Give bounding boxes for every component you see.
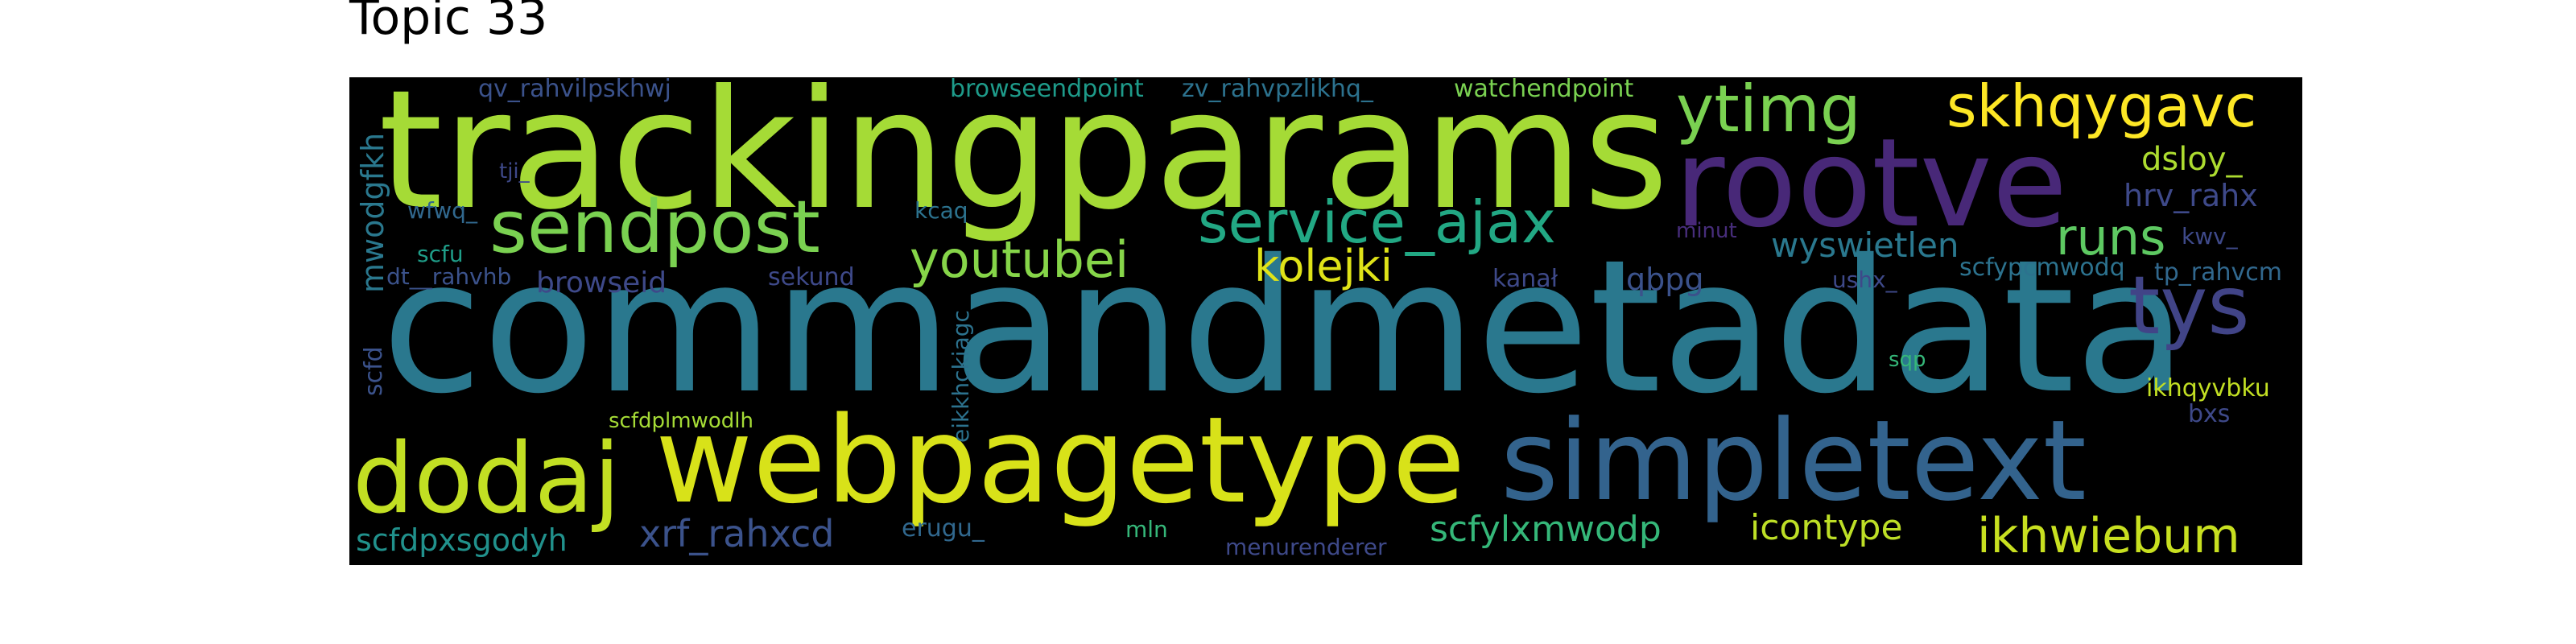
word: trackingparams xyxy=(378,77,1670,246)
word: kwv_ xyxy=(2182,223,2238,250)
word: scfypcmwodq xyxy=(1959,254,2125,282)
word: ikhwiebum xyxy=(1977,508,2240,564)
word: icontype xyxy=(1750,507,1903,548)
word: rootve xyxy=(1674,112,2068,254)
word: runs xyxy=(2056,208,2166,266)
word: webpagetype xyxy=(655,391,1466,530)
word: tp_rahvcm xyxy=(2154,258,2283,287)
word: mln xyxy=(1125,516,1168,543)
word: menurenderer xyxy=(1225,534,1387,560)
word: ytimg xyxy=(1676,77,1861,147)
word: scfu xyxy=(417,241,464,267)
word: minut xyxy=(1676,219,1737,243)
chart-title: Topic 33 xyxy=(349,0,548,46)
word: erugu_ xyxy=(902,514,985,543)
word: browseid xyxy=(536,266,667,299)
word: service_ajax xyxy=(1198,188,1556,256)
word: dsloy_ xyxy=(2141,141,2243,178)
word: ikhqyvbku xyxy=(2146,374,2270,402)
word: dodaj xyxy=(353,423,621,535)
word: skhqygavc xyxy=(1946,77,2257,140)
word: sendpost xyxy=(489,185,820,270)
word: simpletext xyxy=(1501,396,2087,526)
word: sekund xyxy=(768,263,855,291)
word: bxs xyxy=(2188,400,2231,428)
word: sqp xyxy=(1889,348,1926,372)
word: kcaq xyxy=(914,197,968,224)
word: browseendpoint xyxy=(950,77,1144,103)
word: eikkhckiagc xyxy=(947,310,974,443)
word: scfylxmwodp xyxy=(1430,509,1662,550)
word-cloud: trackingparams commandmetadata rootve we… xyxy=(349,77,2302,565)
word: mwodgfkh xyxy=(355,132,390,293)
word: youtubei xyxy=(910,230,1129,289)
word: wfwq_ xyxy=(407,197,477,224)
word: wyswietlen xyxy=(1771,225,1959,265)
word: kolejki xyxy=(1254,241,1393,291)
word: qbpg xyxy=(1626,262,1704,297)
word: hrv_rahx xyxy=(2124,178,2258,213)
word: xrf_rahxcd xyxy=(639,512,835,555)
word: scfd xyxy=(360,346,388,396)
word: qv_rahvilpskhwj xyxy=(478,77,671,103)
word: kanał xyxy=(1492,265,1558,293)
word: zv_rahvpzlikhq_ xyxy=(1182,77,1373,103)
word: commandmetadata xyxy=(382,220,2188,434)
word: tji_ xyxy=(499,159,530,184)
word: watchendpoint xyxy=(1454,77,1634,103)
word: dt__rahvhb xyxy=(386,263,512,290)
word: ushx_ xyxy=(1832,266,1897,293)
word: scfdplmwodlh xyxy=(609,409,753,433)
word: tys xyxy=(2128,258,2250,353)
word: scfdpxsgodyh xyxy=(356,522,568,558)
